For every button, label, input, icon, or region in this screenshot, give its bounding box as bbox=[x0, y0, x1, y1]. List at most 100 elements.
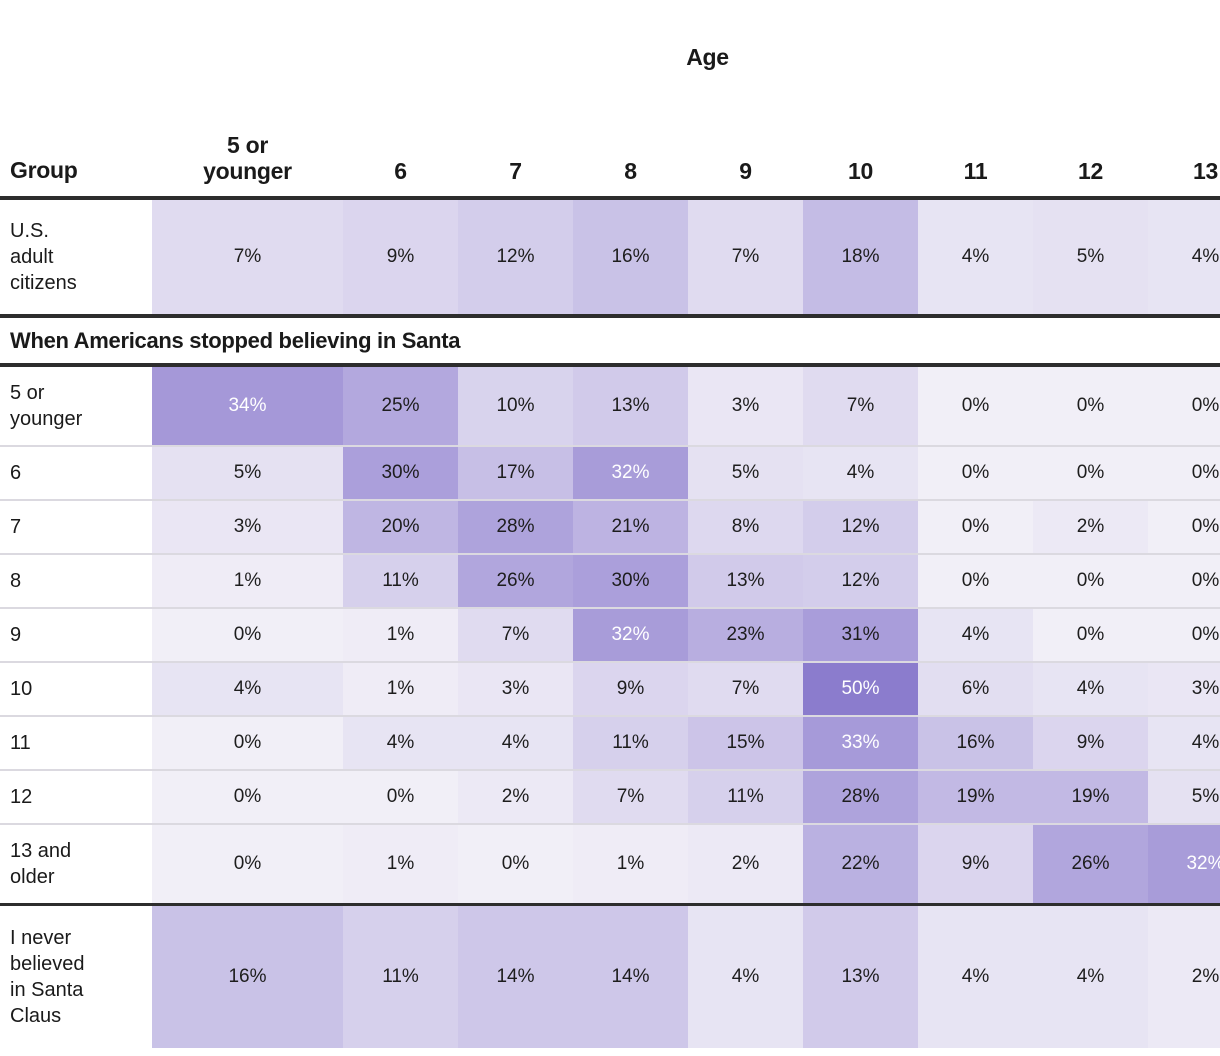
heat-cell: 11% bbox=[573, 717, 688, 769]
heat-cell: 12% bbox=[803, 555, 918, 607]
heat-row: 8 1% 11% 26% 30% 13% 12% 0% 0% 0% bbox=[0, 553, 1220, 607]
heat-cell: 4% bbox=[1033, 906, 1148, 1048]
heat-cell: 7% bbox=[152, 200, 343, 314]
heat-cell: 0% bbox=[458, 825, 573, 903]
heat-cell: 19% bbox=[918, 771, 1033, 823]
heat-cell: 11% bbox=[343, 906, 458, 1048]
heat-cell: 0% bbox=[918, 501, 1033, 553]
heat-cell: 3% bbox=[688, 367, 803, 445]
heat-cell: 2% bbox=[458, 771, 573, 823]
heat-cell: 4% bbox=[152, 663, 343, 715]
heat-cell: 16% bbox=[918, 717, 1033, 769]
heat-cell: 18% bbox=[803, 200, 918, 314]
heat-cell: 2% bbox=[688, 825, 803, 903]
heat-cell: 4% bbox=[688, 906, 803, 1048]
age-axis-title: Age bbox=[686, 44, 729, 70]
heat-cell: 0% bbox=[1148, 367, 1220, 445]
heat-cell: 9% bbox=[343, 200, 458, 314]
row-label: 6 bbox=[0, 447, 152, 499]
col-header: 8 bbox=[624, 158, 637, 184]
row-label: 7 bbox=[0, 501, 152, 553]
heat-cell: 31% bbox=[803, 609, 918, 661]
heat-cell: 0% bbox=[1033, 447, 1148, 499]
section-title: When Americans stopped believing in Sant… bbox=[0, 318, 1220, 367]
heat-cell: 1% bbox=[343, 825, 458, 903]
heat-cell: 12% bbox=[803, 501, 918, 553]
heat-cell: 4% bbox=[1148, 717, 1220, 769]
col-header: 12 bbox=[1078, 158, 1103, 184]
col-header: 9 bbox=[739, 158, 752, 184]
row-label: 11 bbox=[0, 717, 152, 769]
heat-cell: 1% bbox=[152, 555, 343, 607]
heat-cell: 1% bbox=[343, 609, 458, 661]
heat-cell: 0% bbox=[918, 447, 1033, 499]
heat-cell: 4% bbox=[1033, 663, 1148, 715]
heat-cell: 33% bbox=[803, 717, 918, 769]
heat-cell: 50% bbox=[803, 663, 918, 715]
heat-cell: 15% bbox=[688, 717, 803, 769]
heat-cell: 0% bbox=[1148, 609, 1220, 661]
header-row: Group 5 or younger 6 7 8 9 10 11 12 13 bbox=[0, 132, 1220, 196]
heat-cell: 16% bbox=[152, 906, 343, 1048]
heat-cell: 13% bbox=[573, 367, 688, 445]
heat-cell: 0% bbox=[152, 609, 343, 661]
heat-cell: 13% bbox=[688, 555, 803, 607]
heat-row: 12 0% 0% 2% 7% 11% 28% 19% 19% 5% bbox=[0, 769, 1220, 823]
heat-cell: 7% bbox=[458, 609, 573, 661]
heat-cell: 4% bbox=[918, 200, 1033, 314]
heat-cell: 0% bbox=[1033, 367, 1148, 445]
heat-rows-container: 5 or younger 34% 25% 10% 13% 3% 7% 0% 0% 0% 6 5% 30%… bbox=[0, 367, 1220, 1048]
heat-cell: 4% bbox=[803, 447, 918, 499]
heat-cell: 0% bbox=[152, 771, 343, 823]
heat-cell: 32% bbox=[1148, 825, 1220, 903]
heat-cell: 25% bbox=[343, 367, 458, 445]
heat-cell: 4% bbox=[458, 717, 573, 769]
heat-cell: 11% bbox=[343, 555, 458, 607]
heat-cell: 4% bbox=[1148, 200, 1220, 314]
heat-cell: 0% bbox=[1033, 555, 1148, 607]
row-label: 10 bbox=[0, 663, 152, 715]
heat-cell: 5% bbox=[688, 447, 803, 499]
heat-cell: 32% bbox=[573, 447, 688, 499]
heat-cell: 5% bbox=[1148, 771, 1220, 823]
heat-cell: 7% bbox=[688, 200, 803, 314]
heat-cell: 2% bbox=[1033, 501, 1148, 553]
heat-cell: 20% bbox=[343, 501, 458, 553]
heat-cell: 16% bbox=[573, 200, 688, 314]
heat-cell: 23% bbox=[688, 609, 803, 661]
heat-cell: 0% bbox=[918, 367, 1033, 445]
heat-row: 11 0% 4% 4% 11% 15% 33% 16% 9% 4% bbox=[0, 715, 1220, 769]
row-label: 8 bbox=[0, 555, 152, 607]
heat-cell: 0% bbox=[152, 825, 343, 903]
heat-cell: 12% bbox=[458, 200, 573, 314]
col-header: 13 bbox=[1193, 158, 1218, 184]
heat-cell: 6% bbox=[918, 663, 1033, 715]
heat-cell: 5% bbox=[152, 447, 343, 499]
heat-cell: 9% bbox=[1033, 717, 1148, 769]
row-label: 5 or younger bbox=[0, 367, 152, 445]
adult-row: U.S. adult citizens 7% 9% 12% 16% 7% 18% 4% 5% 4% bbox=[0, 200, 1220, 318]
heat-cell: 0% bbox=[343, 771, 458, 823]
heat-row: 6 5% 30% 17% 32% 5% 4% 0% 0% 0% bbox=[0, 445, 1220, 499]
col-header: 6 bbox=[394, 158, 407, 184]
row-label: U.S. adult citizens bbox=[0, 200, 152, 314]
heat-cell: 2% bbox=[1148, 906, 1220, 1048]
heat-cell: 0% bbox=[1033, 609, 1148, 661]
heat-cell: 34% bbox=[152, 367, 343, 445]
heat-row: I never believed in Santa Claus 16% 11% 14%… bbox=[0, 903, 1220, 1048]
heat-cell: 14% bbox=[458, 906, 573, 1048]
heat-cell: 4% bbox=[918, 906, 1033, 1048]
heat-cell: 21% bbox=[573, 501, 688, 553]
heat-cell: 13% bbox=[803, 906, 918, 1048]
heat-cell: 28% bbox=[803, 771, 918, 823]
heat-cell: 5% bbox=[1033, 200, 1148, 314]
col-header: 5 or younger bbox=[203, 132, 292, 184]
col-header: 11 bbox=[963, 158, 988, 184]
heat-cell: 30% bbox=[343, 447, 458, 499]
heat-cell: 4% bbox=[343, 717, 458, 769]
heat-cell: 26% bbox=[458, 555, 573, 607]
heat-row: 7 3% 20% 28% 21% 8% 12% 0% 2% 0% bbox=[0, 499, 1220, 553]
heat-cell: 9% bbox=[573, 663, 688, 715]
